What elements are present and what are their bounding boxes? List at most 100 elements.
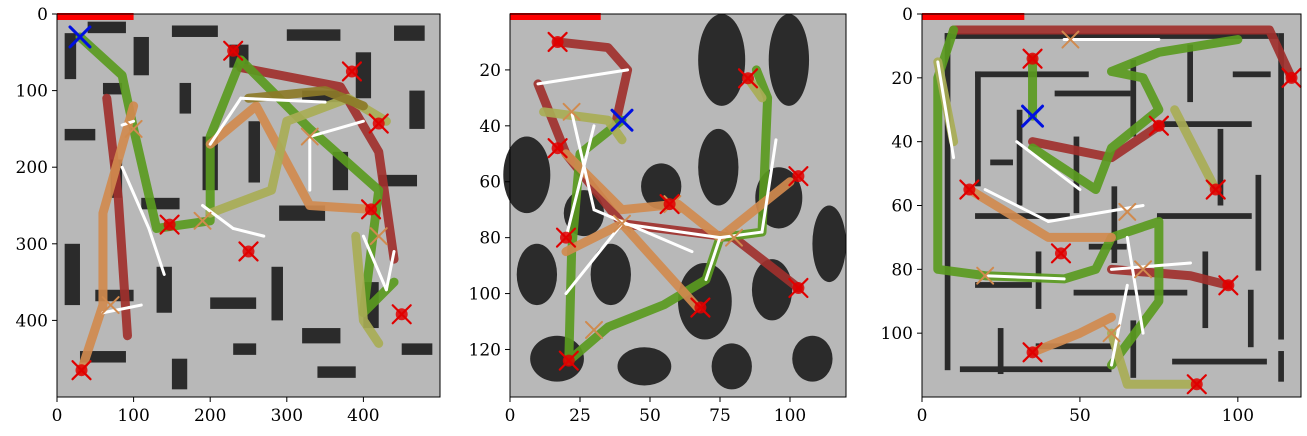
route-dark_red xyxy=(553,37,633,125)
white-edge xyxy=(564,222,624,296)
obstacle-block xyxy=(133,36,149,76)
y-tick-label: 0 xyxy=(902,5,913,25)
obstacle-block xyxy=(87,21,126,34)
maze-wall xyxy=(997,328,1004,375)
x-tick-label: 0 xyxy=(52,406,63,426)
obstacle-block xyxy=(102,82,123,95)
obstacle-blob xyxy=(617,347,672,386)
maze-wall xyxy=(1255,174,1262,271)
start-marker xyxy=(68,25,92,49)
waypoint-marker xyxy=(562,102,581,121)
route-green xyxy=(75,32,246,233)
maze-wall xyxy=(990,159,1013,166)
y-tick-label: 120 xyxy=(469,340,501,360)
route-dark_red xyxy=(236,63,399,264)
x-tick-label: 50 xyxy=(1069,406,1091,426)
obstacle-block xyxy=(271,266,283,321)
maze-wall xyxy=(1130,320,1137,378)
x-tick-label: 25 xyxy=(569,406,591,426)
obstacle-blob xyxy=(678,262,732,340)
y-tick-label: 300 xyxy=(16,235,48,255)
panel-3-white-edges xyxy=(936,38,1192,367)
y-tick-label: 60 xyxy=(891,197,913,217)
obstacle-blob xyxy=(516,243,558,306)
panel-1-progress-bar xyxy=(57,13,134,20)
maze-wall xyxy=(975,282,1032,288)
panel-2-markers xyxy=(547,31,809,371)
obstacle-block xyxy=(302,328,341,344)
goal-marker xyxy=(690,297,711,318)
maze-wall xyxy=(1247,289,1254,348)
goal-marker xyxy=(788,277,809,299)
waypoint-marker xyxy=(1134,260,1153,279)
y-tick-label: 20 xyxy=(891,69,913,89)
y-tick-label: 40 xyxy=(891,133,913,153)
obstacle-blob xyxy=(711,343,752,390)
waypoint-marker xyxy=(300,127,319,146)
obstacle-block xyxy=(248,121,260,183)
white-edge xyxy=(239,96,327,104)
white-edge xyxy=(201,204,235,230)
x-tick-label: 400 xyxy=(347,406,379,426)
x-tick-label: 100 xyxy=(1222,406,1254,426)
white-edge xyxy=(231,226,266,238)
goal-marker xyxy=(223,40,244,61)
obstacle-block xyxy=(95,289,134,302)
maze-wall xyxy=(1073,289,1188,296)
maze-wall xyxy=(1111,186,1118,263)
white-edge xyxy=(308,119,365,139)
goal-marker xyxy=(1218,275,1239,296)
goal-marker xyxy=(1022,48,1043,69)
route-dark_red xyxy=(1107,264,1233,290)
obstacle-block xyxy=(64,243,80,306)
goal-marker xyxy=(238,241,259,262)
obstacle-blob xyxy=(590,243,631,306)
x-tick-label: 0 xyxy=(505,406,516,426)
white-edge xyxy=(208,96,243,146)
obstacle-block xyxy=(409,90,425,129)
goal-marker xyxy=(1148,115,1169,136)
panel-1-routes xyxy=(75,32,399,375)
goal-marker xyxy=(1186,374,1207,395)
panel-3-markers xyxy=(959,30,1302,395)
route-orange xyxy=(964,185,1116,242)
obstacle-block xyxy=(171,25,218,37)
maze-wall xyxy=(1278,351,1284,382)
waypoint-marker xyxy=(585,320,603,339)
obstacle-block xyxy=(302,90,341,103)
obstacle-block xyxy=(401,343,433,355)
route-orange xyxy=(561,149,795,243)
white-edge xyxy=(983,274,1066,281)
obstacle-block xyxy=(141,197,180,210)
x-tick-label: 0 xyxy=(917,406,928,426)
waypoint-marker xyxy=(369,227,388,246)
goal-marker xyxy=(391,304,412,325)
panel-1-white-edges xyxy=(101,96,396,315)
maze-wall xyxy=(1202,251,1209,329)
obstacle-block xyxy=(378,174,418,187)
x-tick-label: 300 xyxy=(271,406,303,426)
route-green xyxy=(236,55,399,318)
white-edge xyxy=(564,124,596,240)
obstacle-block xyxy=(394,25,425,41)
obstacle-block xyxy=(179,82,192,114)
white-edge xyxy=(1015,140,1082,192)
goal-marker xyxy=(788,166,809,187)
panel-2-frame xyxy=(509,13,847,398)
y-tick-label: 400 xyxy=(16,311,48,331)
waypoint-marker xyxy=(1061,30,1080,49)
panel-3-progress-bar xyxy=(922,13,1025,20)
maze-wall xyxy=(1035,343,1112,350)
y-tick-label: 20 xyxy=(479,61,501,81)
maze-wall xyxy=(1278,33,1284,340)
start-marker xyxy=(1021,104,1045,128)
obstacle-blob xyxy=(768,14,810,106)
maze-wall xyxy=(1217,128,1224,206)
waypoint-marker xyxy=(124,119,143,138)
obstacle-block xyxy=(317,366,356,378)
y-tick-label: 40 xyxy=(479,117,501,137)
goal-marker xyxy=(555,227,577,248)
y-tick-label: 80 xyxy=(891,260,913,280)
panel-2: 0 25 50 75 100 20 40 60 80 100 120 xyxy=(469,13,847,426)
